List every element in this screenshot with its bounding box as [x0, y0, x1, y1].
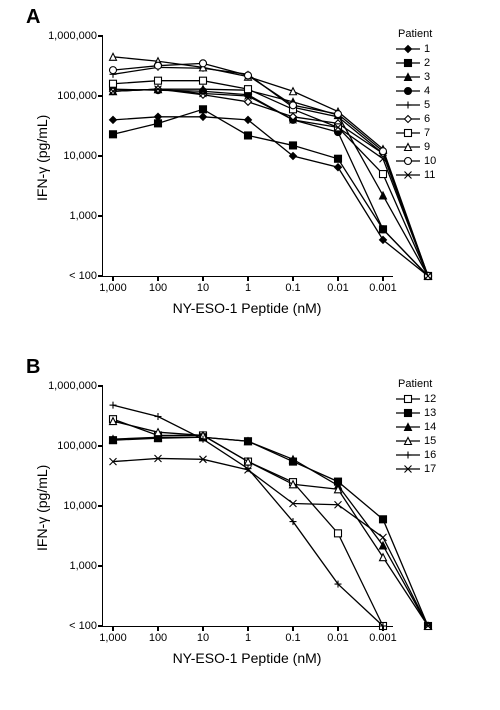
y-tick-label: 100,000 [37, 440, 97, 452]
legend-item-label: 13 [424, 407, 436, 419]
legend-item-label: 4 [424, 85, 430, 97]
x-tick-label: 0.01 [327, 282, 348, 294]
legend-item-label: 1 [424, 43, 430, 55]
legend-item: 13 [396, 406, 436, 420]
legend-item-label: 12 [424, 393, 436, 405]
x-tick-label: 0.1 [285, 632, 300, 644]
legend-item-label: 15 [424, 435, 436, 447]
panel-b-plot-area: < 1001,00010,000100,0001,000,0001,000100… [102, 386, 393, 627]
panel-a-legend: Patient 1 2 3 4 5 6 7 9 10 11 [396, 28, 436, 182]
figure-container: A IFN-γ (pg/mL) < 1001,00010,000100,0001… [0, 0, 500, 710]
legend-item: 1 [396, 42, 436, 56]
legend-item: 17 [396, 462, 436, 476]
legend-item-label: 2 [424, 57, 430, 69]
y-tick-label: 1,000,000 [37, 30, 97, 42]
panel-a-chart-svg [103, 36, 393, 276]
panel-b-x-axis-label: NY-ESO-1 Peptide (nM) [102, 650, 392, 666]
y-tick-label: < 100 [37, 270, 97, 282]
legend-item-label: 17 [424, 463, 436, 475]
x-tick-label: 0.001 [369, 282, 397, 294]
panel-b: B IFN-γ (pg/mL) < 1001,00010,000100,0001… [20, 360, 480, 690]
legend-item-label: 14 [424, 421, 436, 433]
panel-a-legend-title: Patient [396, 28, 436, 40]
legend-item: 15 [396, 434, 436, 448]
panel-b-legend: Patient 12 13 14 15 16 17 [396, 378, 436, 476]
legend-item-label: 10 [424, 155, 436, 167]
legend-item-label: 9 [424, 141, 430, 153]
legend-item-label: 6 [424, 113, 430, 125]
y-tick-label: 100,000 [37, 90, 97, 102]
legend-item: 5 [396, 98, 436, 112]
legend-item: 10 [396, 154, 436, 168]
legend-item: 16 [396, 448, 436, 462]
y-tick-label: 1,000 [37, 560, 97, 572]
legend-item: 9 [396, 140, 436, 154]
x-tick-label: 10 [197, 282, 209, 294]
panel-a-plot-area: < 1001,00010,000100,0001,000,0001,000100… [102, 36, 393, 277]
panel-b-chart-svg [103, 386, 393, 626]
x-tick-label: 0.1 [285, 282, 300, 294]
x-tick-label: 1 [245, 282, 251, 294]
legend-item: 3 [396, 70, 436, 84]
legend-item: 11 [396, 168, 436, 182]
legend-item: 7 [396, 126, 436, 140]
legend-item-label: 3 [424, 71, 430, 83]
x-tick-label: 100 [149, 282, 167, 294]
y-tick-label: 1,000 [37, 210, 97, 222]
legend-item: 14 [396, 420, 436, 434]
legend-item: 12 [396, 392, 436, 406]
y-tick-label: 1,000,000 [37, 380, 97, 392]
legend-item-label: 5 [424, 99, 430, 111]
x-tick-label: 1,000 [99, 282, 127, 294]
panel-a: A IFN-γ (pg/mL) < 1001,00010,000100,0001… [20, 10, 480, 340]
y-tick-label: 10,000 [37, 150, 97, 162]
x-tick-label: 0.01 [327, 632, 348, 644]
legend-item-label: 16 [424, 449, 436, 461]
panel-b-legend-title: Patient [396, 378, 436, 390]
x-tick-label: 10 [197, 632, 209, 644]
y-tick-label: 10,000 [37, 500, 97, 512]
x-tick-label: 100 [149, 632, 167, 644]
x-tick-label: 0.001 [369, 632, 397, 644]
panel-b-label: B [26, 356, 40, 379]
x-tick-label: 1 [245, 632, 251, 644]
legend-item: 4 [396, 84, 436, 98]
panel-a-x-axis-label: NY-ESO-1 Peptide (nM) [102, 300, 392, 316]
x-tick-label: 1,000 [99, 632, 127, 644]
legend-item: 2 [396, 56, 436, 70]
legend-item-label: 7 [424, 127, 430, 139]
legend-item: 6 [396, 112, 436, 126]
legend-item-label: 11 [424, 169, 435, 181]
panel-a-label: A [26, 6, 40, 29]
y-tick-label: < 100 [37, 620, 97, 632]
